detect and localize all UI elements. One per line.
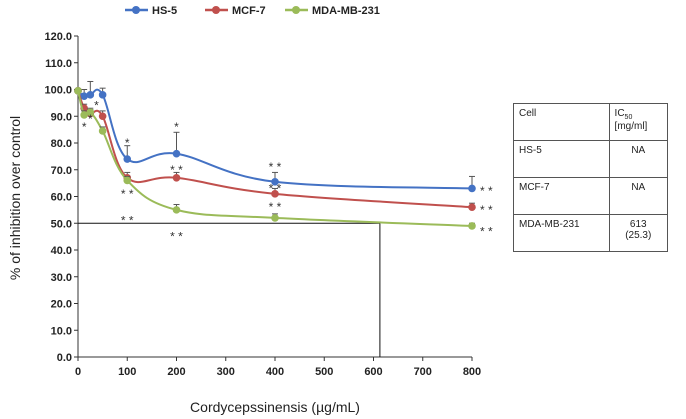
significance-marker: * * (480, 203, 493, 217)
table-row: HS-5 NA (513, 140, 669, 178)
ic50-table: Cell IC50 [mg/ml] HS-5 NA MCF-7 NA MDA-M… (513, 103, 669, 252)
data-point-hs5 (86, 91, 95, 99)
reference-lines (78, 222, 381, 357)
data-point-mcf7 (468, 203, 476, 211)
data-point-hs5 (271, 177, 279, 186)
significance-marker: * * (269, 181, 282, 195)
table-row: MDA-MB-231 613 (25.3) (513, 214, 669, 252)
legend-marker-mdamb231 (292, 6, 300, 14)
data-point-hs5 (80, 92, 88, 100)
data-point-mdamb231 (80, 111, 88, 119)
significance-marker: * * (480, 224, 493, 238)
x-tick-label: 100 (118, 366, 136, 378)
data-point-hs5 (172, 149, 181, 158)
y-tick-label: 90.0 (51, 111, 72, 123)
y-tick-label: 20.0 (51, 299, 72, 311)
header-cell-label: Cell (519, 108, 537, 119)
table-cell-name: MDA-MB-231 (513, 214, 610, 252)
significance-marker: * * (170, 230, 183, 244)
data-point-mcf7 (271, 190, 279, 198)
x-axis-title: Cordycepssinensis (µg/mL) (190, 399, 360, 415)
x-tick-label: 0 (75, 366, 81, 378)
y-tick-label: 80.0 (51, 138, 72, 150)
series-hs5 (74, 80, 476, 193)
y-tick-label: 120.0 (44, 31, 72, 43)
y-tick-label: 40.0 (51, 245, 72, 257)
x-tick-label: 400 (266, 366, 284, 378)
data-point-hs5 (98, 91, 107, 99)
y-tick-label: 70.0 (51, 165, 72, 177)
data-point-mdamb231 (468, 222, 476, 230)
data-point-hs5 (468, 184, 476, 193)
data-point-mdamb231 (98, 127, 107, 135)
legend-label-mcf7: MCF-7 (232, 5, 266, 17)
legend-marker-mcf7 (212, 6, 220, 14)
y-tick-label: 60.0 (51, 192, 72, 204)
data-point-mcf7 (98, 112, 107, 121)
significance-marker: * * (170, 163, 183, 177)
significance-annotations: ***** ** *** ** ** ** ** ** ** ** * (82, 99, 493, 244)
data-point-mcf7 (172, 173, 181, 182)
significance-marker: * (94, 99, 99, 113)
y-tick-label: 50.0 (51, 218, 72, 230)
significance-marker: * (88, 112, 93, 126)
data-point-mdamb231 (74, 87, 82, 95)
table-row: MCF-7 NA (513, 177, 669, 215)
y-tick-label: 30.0 (51, 272, 72, 284)
table-cell-value: NA (608, 177, 669, 215)
series-group (74, 80, 476, 230)
header-ic50-subscript: 50 (624, 114, 633, 121)
x-tick-label: 200 (167, 366, 185, 378)
data-point-mdamb231 (123, 176, 132, 185)
table-header-ic50: IC50 [mg/ml] (608, 103, 669, 141)
table-cell-name: MCF-7 (513, 177, 610, 215)
table-cell-name: HS-5 (513, 140, 610, 178)
table-header-cell: Cell (513, 103, 610, 141)
x-tick-label: 300 (217, 366, 235, 378)
legend: HS-5 MCF-7 MDA-MB-231 (125, 5, 380, 17)
x-tick-label: 600 (364, 366, 382, 378)
x-tick-label: 500 (315, 366, 333, 378)
table-header-row: Cell IC50 [mg/ml] (513, 103, 669, 141)
significance-marker: * (125, 136, 130, 150)
significance-marker: * (82, 120, 87, 134)
y-tick-label: 110.0 (45, 58, 72, 70)
significance-marker: * * (269, 160, 282, 174)
table-cell-value: 613 (25.3) (608, 214, 669, 252)
y-axis-title: % of inhibition over control (7, 116, 23, 280)
table-cell-value-secondary: (25.3) (625, 230, 652, 241)
table-cell-value: NA (608, 140, 669, 178)
y-tick-label: 100.0 (44, 85, 72, 97)
significance-marker: * (174, 120, 179, 134)
significance-marker: * * (121, 214, 134, 228)
table-cell-value-main: 613 (629, 219, 647, 230)
significance-marker: * * (121, 187, 134, 201)
data-point-hs5 (123, 155, 132, 163)
legend-marker-hs5 (132, 6, 140, 14)
axes: 0.0 10.0 20.0 30.0 40.0 50.0 60.0 70.0 80.0 90.0 1… (44, 31, 481, 378)
significance-marker: * * (480, 184, 493, 198)
x-tick-label: 800 (463, 366, 481, 378)
data-point-mdamb231 (86, 108, 95, 117)
y-tick-label: 0.0 (57, 352, 72, 364)
x-tick-label: 700 (414, 366, 432, 378)
significance-marker: * * (269, 200, 282, 214)
y-tick-label: 10.0 (51, 325, 72, 337)
data-point-mdamb231 (271, 214, 279, 222)
legend-label-mdamb231: MDA-MB-231 (312, 5, 380, 17)
header-ic50-unit: [mg/ml] (614, 121, 648, 132)
data-point-mdamb231 (172, 206, 181, 214)
series-mdamb231 (74, 87, 476, 230)
header-ic50-label: IC (614, 108, 625, 119)
legend-label-hs5: HS-5 (152, 5, 177, 17)
